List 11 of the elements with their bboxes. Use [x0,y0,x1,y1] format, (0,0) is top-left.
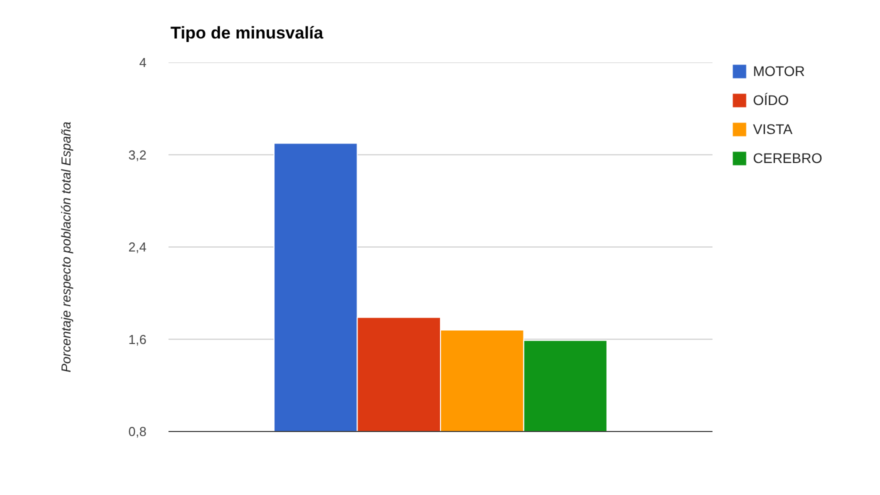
y-tick-label: 0,8 [128,424,147,439]
legend-label: OÍDO [753,91,789,109]
legend-label: CEREBRO [753,149,822,167]
y-tick-label: 1,6 [128,332,147,347]
legend-label: VISTA [753,120,792,138]
y-tick-label: 4 [139,55,147,70]
legend-label: MOTOR [753,62,805,80]
chart-title: Tipo de minusvalía [170,24,324,42]
y-tick-label: 2,4 [128,240,147,254]
y-tick-label: 3,2 [128,147,147,162]
y-axis-title: Porcentaje respecto población total España [58,122,74,372]
